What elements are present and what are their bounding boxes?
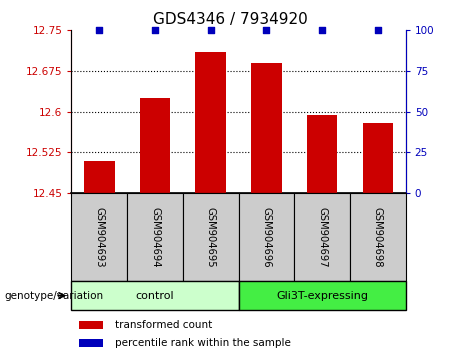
Text: GSM904693: GSM904693 (95, 207, 104, 267)
Bar (238, 281, 406, 310)
Bar (294, 193, 350, 281)
Bar (78, 321, 103, 329)
Text: GSM904696: GSM904696 (261, 207, 272, 268)
Bar (71, 193, 127, 281)
Text: Gli3T-expressing: Gli3T-expressing (276, 291, 368, 301)
Text: GSM904695: GSM904695 (206, 207, 216, 268)
Text: percentile rank within the sample: percentile rank within the sample (115, 338, 291, 348)
Text: control: control (136, 291, 174, 301)
Point (374, 27, 382, 33)
Bar (71, 281, 239, 310)
Bar (238, 193, 294, 281)
Point (263, 27, 270, 33)
Text: GSM904697: GSM904697 (317, 207, 327, 268)
Point (151, 27, 159, 33)
Text: transformed count: transformed count (115, 320, 213, 330)
Bar (251, 63, 282, 193)
Point (207, 27, 214, 33)
Text: GSM904694: GSM904694 (150, 207, 160, 267)
Bar (195, 52, 226, 193)
Text: GSM904698: GSM904698 (373, 207, 383, 267)
Bar (140, 98, 170, 193)
Bar (362, 124, 393, 193)
Bar (307, 115, 337, 193)
Point (95, 27, 103, 33)
Text: genotype/variation: genotype/variation (5, 291, 104, 301)
Bar (84, 161, 115, 193)
Bar (78, 338, 103, 347)
Bar (183, 193, 238, 281)
Bar (350, 193, 406, 281)
Bar (127, 193, 183, 281)
Point (319, 27, 326, 33)
Text: GDS4346 / 7934920: GDS4346 / 7934920 (153, 12, 308, 27)
